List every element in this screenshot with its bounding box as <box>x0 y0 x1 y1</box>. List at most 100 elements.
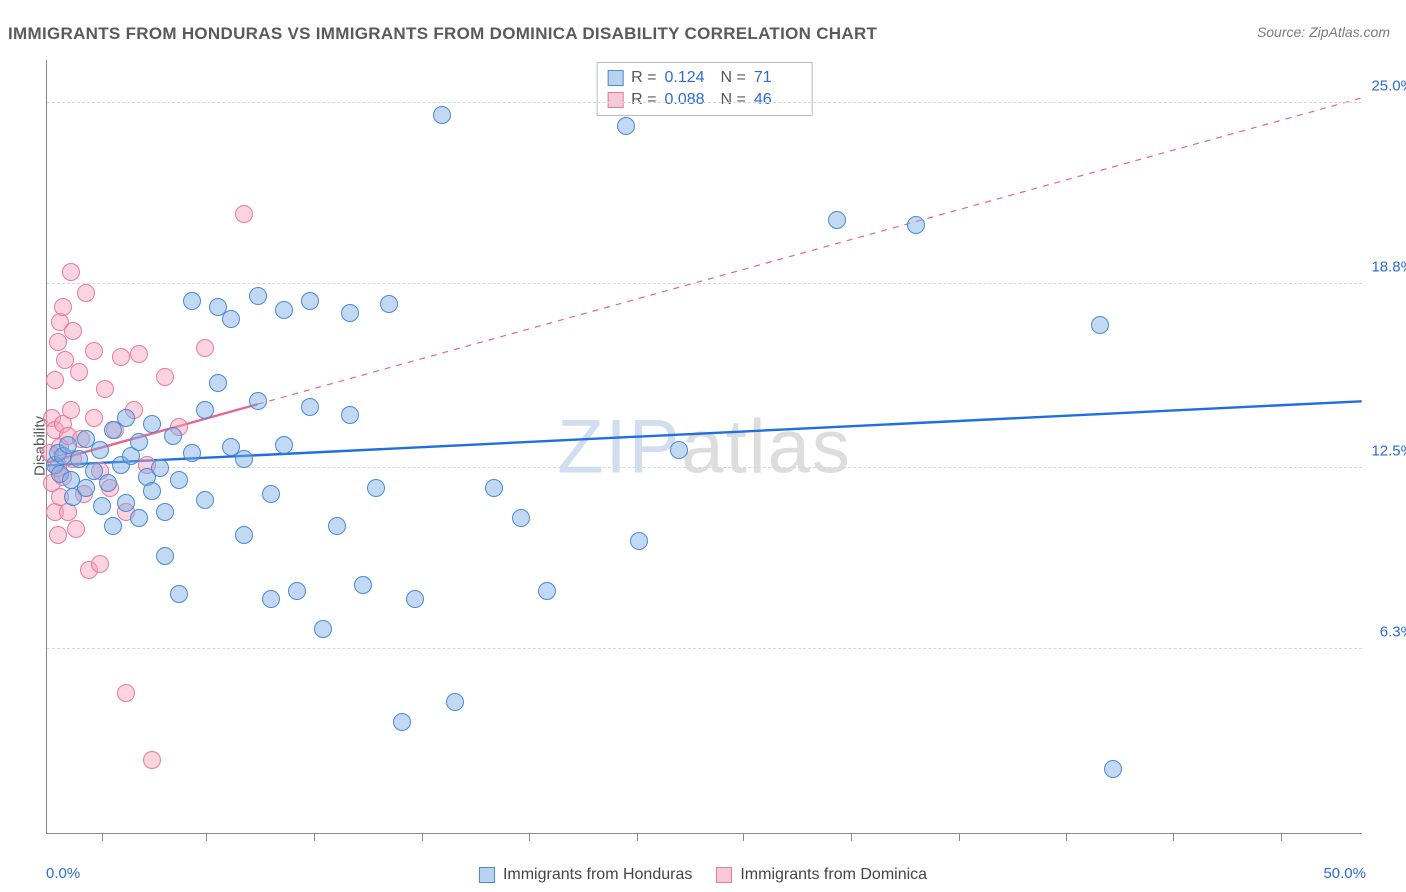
scatter-point-honduras <box>235 526 253 544</box>
gridline-h <box>47 648 1362 649</box>
scatter-point-dominica <box>70 363 88 381</box>
scatter-point-honduras <box>354 576 372 594</box>
scatter-point-honduras <box>91 441 109 459</box>
legend-stat-row-dominica: R = 0.088 N = 46 <box>607 89 802 111</box>
scatter-point-dominica <box>96 380 114 398</box>
y-tick-label: 6.3% <box>1366 624 1406 641</box>
scatter-point-honduras <box>341 304 359 322</box>
scatter-point-honduras <box>670 441 688 459</box>
scatter-point-honduras <box>314 620 332 638</box>
plot-area: ZIPatlas R =0.124N =71R =0.088N =46 6.3%… <box>46 60 1362 834</box>
legend-R-value: 0.124 <box>665 69 713 87</box>
scatter-point-dominica <box>49 333 67 351</box>
legend-series: Immigrants from Honduras Immigrants from … <box>479 866 927 884</box>
legend-N-value: 46 <box>754 91 802 109</box>
scatter-point-dominica <box>156 368 174 386</box>
scatter-point-honduras <box>380 295 398 313</box>
scatter-point-honduras <box>130 509 148 527</box>
scatter-point-honduras <box>341 406 359 424</box>
legend-item-honduras: Immigrants from Honduras <box>479 866 692 884</box>
x-tick <box>102 833 103 841</box>
legend-R-value: 0.088 <box>665 91 713 109</box>
scatter-point-honduras <box>117 409 135 427</box>
scatter-point-honduras <box>1091 316 1109 334</box>
watermark: ZIPatlas <box>557 403 852 490</box>
gridline-h <box>47 102 1362 103</box>
scatter-point-honduras <box>828 211 846 229</box>
scatter-point-honduras <box>275 436 293 454</box>
scatter-point-dominica <box>64 322 82 340</box>
x-tick <box>637 833 638 841</box>
scatter-point-honduras <box>170 471 188 489</box>
x-tick <box>529 833 530 841</box>
scatter-point-dominica <box>143 751 161 769</box>
scatter-point-honduras <box>235 450 253 468</box>
scatter-point-honduras <box>143 415 161 433</box>
scatter-point-honduras <box>262 590 280 608</box>
scatter-point-honduras <box>630 532 648 550</box>
scatter-point-dominica <box>85 409 103 427</box>
scatter-point-honduras <box>538 582 556 600</box>
legend-R-label: R = <box>631 91 656 109</box>
source-label: Source: ZipAtlas.com <box>1257 24 1390 40</box>
scatter-point-dominica <box>49 526 67 544</box>
scatter-point-honduras <box>156 503 174 521</box>
scatter-point-dominica <box>62 401 80 419</box>
scatter-point-honduras <box>907 216 925 234</box>
scatter-point-honduras <box>328 517 346 535</box>
scatter-point-honduras <box>249 392 267 410</box>
scatter-point-honduras <box>262 485 280 503</box>
scatter-point-dominica <box>54 298 72 316</box>
y-tick-label: 25.0% <box>1366 77 1406 94</box>
legend-stat-row-honduras: R =0.124N =71 <box>607 67 802 89</box>
legend-R-label: R = <box>631 69 656 87</box>
scatter-point-honduras <box>209 374 227 392</box>
scatter-point-dominica <box>112 348 130 366</box>
legend-stats: R =0.124N =71R =0.088N =46 <box>596 62 813 116</box>
legend-item-dominica: Immigrants from Dominica <box>716 866 927 884</box>
x-tick <box>314 833 315 841</box>
x-tick <box>1066 833 1067 841</box>
scatter-point-honduras <box>249 287 267 305</box>
chart-title: IMMIGRANTS FROM HONDURAS VS IMMIGRANTS F… <box>8 24 877 43</box>
scatter-point-dominica <box>85 342 103 360</box>
scatter-point-honduras <box>156 547 174 565</box>
scatter-point-honduras <box>183 444 201 462</box>
legend-series-label: Immigrants from Honduras <box>503 866 692 884</box>
scatter-point-honduras <box>77 479 95 497</box>
scatter-point-dominica <box>46 371 64 389</box>
gridline-h <box>47 283 1362 284</box>
legend-N-label: N = <box>721 91 746 109</box>
scatter-point-dominica <box>62 263 80 281</box>
scatter-point-dominica <box>67 520 85 538</box>
scatter-point-honduras <box>406 590 424 608</box>
x-axis-min-label: 0.0% <box>46 865 80 882</box>
y-tick-label: 12.5% <box>1366 442 1406 459</box>
scatter-point-honduras <box>367 479 385 497</box>
scatter-point-honduras <box>1104 760 1122 778</box>
scatter-point-honduras <box>99 474 117 492</box>
scatter-point-honduras <box>143 482 161 500</box>
scatter-point-honduras <box>433 106 451 124</box>
scatter-point-dominica <box>235 205 253 223</box>
x-tick <box>206 833 207 841</box>
scatter-point-honduras <box>170 585 188 603</box>
scatter-point-honduras <box>617 117 635 135</box>
scatter-point-honduras <box>222 310 240 328</box>
trend-line <box>258 98 1362 404</box>
scatter-point-honduras <box>301 398 319 416</box>
scatter-point-honduras <box>93 497 111 515</box>
scatter-point-honduras <box>117 494 135 512</box>
legend-swatch-icon <box>716 867 732 883</box>
scatter-point-dominica <box>91 555 109 573</box>
scatter-point-honduras <box>196 401 214 419</box>
y-tick-label: 18.8% <box>1366 258 1406 275</box>
scatter-point-honduras <box>446 693 464 711</box>
legend-swatch-icon <box>607 70 623 86</box>
legend-swatch-icon <box>479 867 495 883</box>
x-tick <box>851 833 852 841</box>
x-tick <box>743 833 744 841</box>
scatter-point-honduras <box>70 450 88 468</box>
scatter-point-dominica <box>130 345 148 363</box>
x-tick <box>959 833 960 841</box>
